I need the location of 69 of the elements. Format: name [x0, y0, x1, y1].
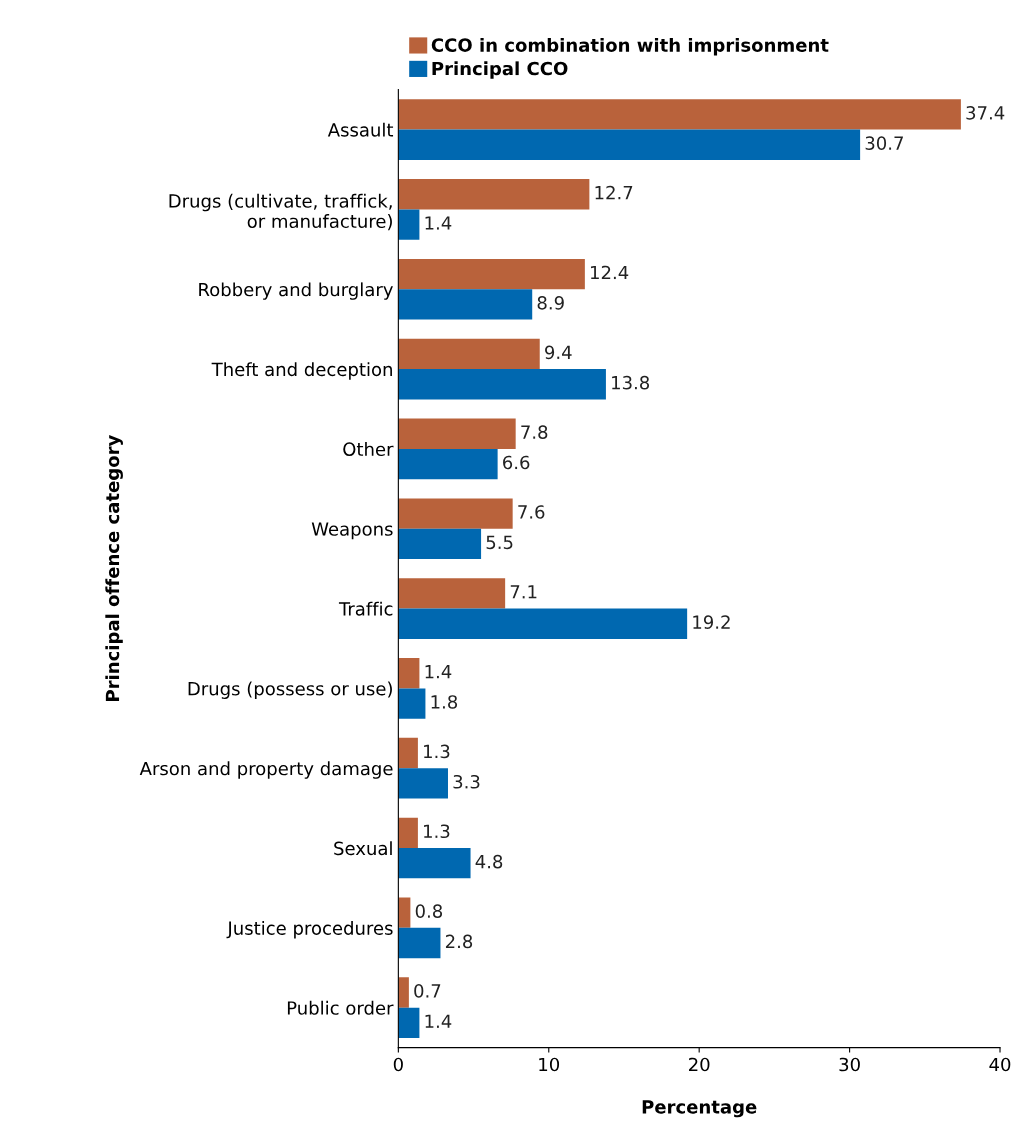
bar — [398, 289, 533, 320]
bar — [398, 817, 418, 849]
bar — [398, 897, 411, 928]
data-label: 30.7 — [865, 136, 903, 150]
data-label: 13.8 — [612, 375, 650, 390]
legend-label: CCO in combination with imprisonment — [431, 37, 829, 56]
x-tick-label: 40 — [989, 1057, 1011, 1072]
y-tick-label: Assault — [327, 122, 394, 137]
data-label: 1.8 — [431, 695, 458, 709]
data-label: 19.2 — [693, 615, 730, 629]
bar — [398, 688, 426, 719]
data-label: 37.4 — [966, 105, 1005, 120]
y-tick-label: Robbery and burglary — [199, 282, 393, 300]
bar — [398, 848, 471, 879]
bar — [398, 578, 506, 609]
bar — [398, 528, 482, 560]
bar — [398, 608, 688, 639]
data-label: 8.9 — [537, 295, 564, 310]
x-tick-label: 10 — [539, 1057, 560, 1072]
data-label: 1.3 — [424, 744, 450, 759]
data-label: 6.6 — [503, 455, 530, 470]
data-label: 12.4 — [591, 265, 629, 280]
bar — [398, 99, 961, 130]
bar — [398, 768, 448, 799]
bar — [398, 448, 498, 480]
y-axis-title: Principal offence category — [105, 435, 123, 701]
bar — [398, 209, 420, 240]
bar — [398, 658, 420, 689]
x-axis-title: Percentage — [642, 1100, 757, 1118]
bar — [398, 369, 606, 400]
data-label: 0.7 — [414, 984, 441, 998]
bar — [398, 179, 590, 210]
data-label: 1.4 — [425, 665, 452, 679]
y-tick-label: Weapons — [311, 522, 393, 540]
data-label: 12.7 — [595, 185, 633, 200]
bar — [398, 498, 513, 529]
bar — [398, 129, 861, 160]
x-tick-label: 30 — [839, 1057, 860, 1072]
data-label: 1.4 — [425, 1014, 452, 1028]
y-tick-label: Sexual — [334, 841, 392, 856]
data-label: 7.6 — [518, 505, 545, 519]
y-tick-label: Justice procedures — [226, 921, 393, 939]
data-label: 7.8 — [521, 425, 548, 439]
data-label: 1.3 — [424, 824, 450, 839]
x-tick-label: 0 — [393, 1057, 403, 1072]
bar — [398, 1007, 420, 1039]
y-tick-label: Drugs (cultivate, traffick, or manufacture) — [169, 193, 392, 231]
data-label: 4.8 — [475, 854, 503, 869]
y-tick-label: Public order — [287, 1000, 394, 1015]
y-tick-label: Other — [343, 442, 394, 457]
bar — [398, 258, 585, 290]
data-label: 7.1 — [510, 585, 537, 599]
y-tick-label: Traffic — [338, 601, 393, 616]
data-label: 3.3 — [453, 774, 480, 789]
bar — [398, 977, 409, 1008]
data-label: 0.8 — [415, 904, 443, 918]
legend-label: Principal CCO — [432, 61, 568, 79]
y-tick-label: Drugs (possess or use) — [188, 681, 392, 699]
y-tick-label: Theft and deception — [211, 362, 392, 380]
data-label: 9.4 — [545, 345, 572, 360]
data-label: 2.8 — [445, 934, 473, 949]
data-label: 1.4 — [425, 216, 452, 230]
bar — [398, 737, 418, 769]
x-tick-label: 20 — [689, 1057, 710, 1072]
data-label: 5.5 — [486, 535, 513, 550]
y-tick-label: Arson and property damage — [139, 761, 393, 779]
bar — [398, 338, 540, 370]
bar — [398, 927, 441, 959]
bar — [398, 418, 516, 449]
